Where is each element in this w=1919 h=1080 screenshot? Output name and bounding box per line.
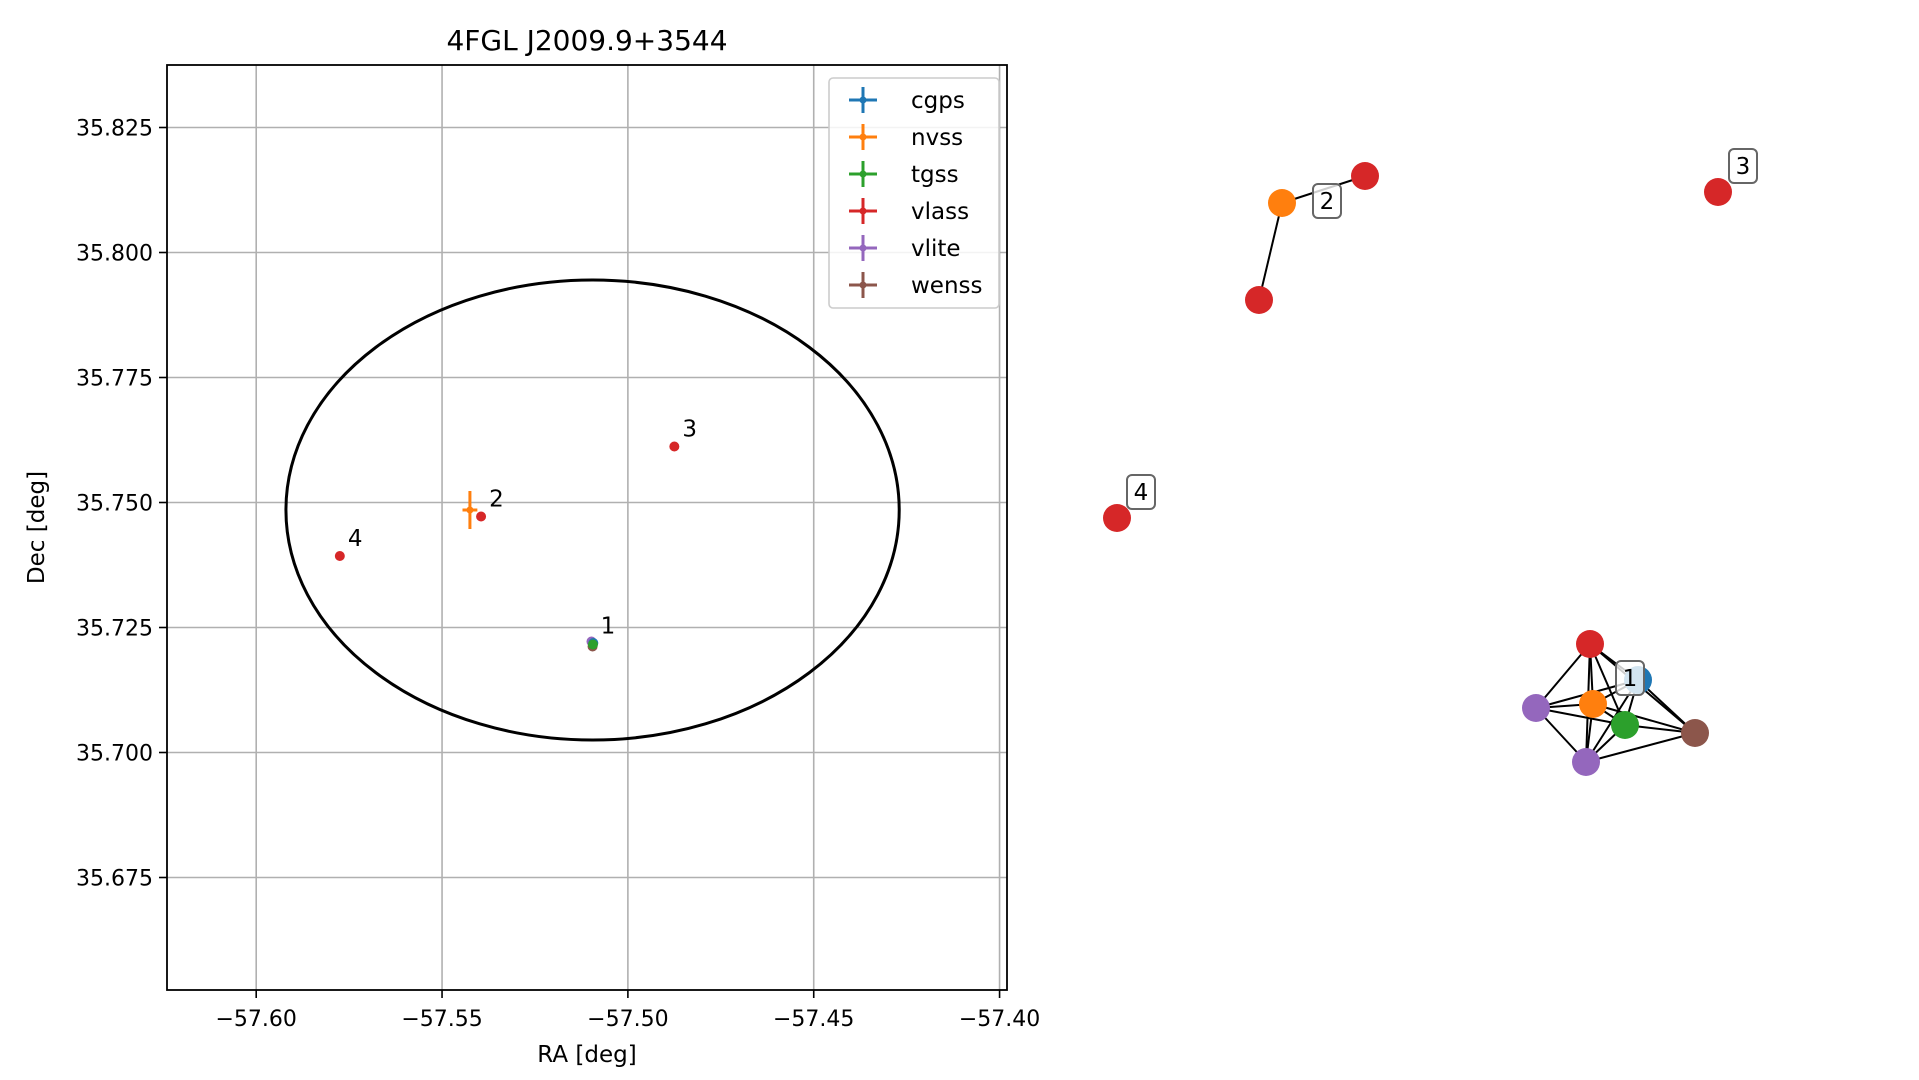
source-label: 2 [489, 487, 504, 513]
legend-label: tgss [911, 162, 959, 188]
ellipse-path [284, 278, 901, 742]
x-tick-label: −57.40 [959, 1007, 1040, 1032]
network-node-vlass [1245, 286, 1273, 314]
network-label-2: 2 [1312, 183, 1342, 219]
y-tick-label: 35.675 [76, 867, 153, 892]
network-label-text: 2 [1320, 189, 1335, 215]
network-label-box [1126, 474, 1156, 510]
y-tick-label: 35.800 [76, 242, 153, 267]
legend-label: wenss [911, 273, 983, 299]
x-tick-label: −57.50 [587, 1007, 668, 1032]
point-tgss [587, 639, 598, 650]
network-node-vlass [1351, 162, 1379, 190]
legend-label: vlite [911, 236, 961, 262]
legend-marker-dot [859, 244, 867, 252]
source-marks [334, 441, 680, 652]
legend-entry-cgps: cgps [849, 87, 965, 114]
network-labels: 1 2 3 4 [1126, 148, 1758, 696]
y-tick-label: 35.725 [76, 617, 153, 642]
network-label-box [1312, 183, 1342, 219]
network-node-wenss [1681, 719, 1709, 747]
network-node-vlite [1572, 748, 1600, 776]
y-tick-label: 35.775 [76, 367, 153, 392]
sky-plot: 1 2 3 4 −57.60 −57.55 −57.50 −57.45 −57.40 35.67… [24, 24, 1040, 1068]
axis-ticks: −57.60 −57.55 −57.50 −57.45 −57.40 35.675 35.7… [76, 117, 1040, 1033]
legend-label: nvss [911, 125, 963, 151]
network-edge [1258, 202, 1283, 301]
source-label: 4 [348, 526, 363, 552]
point-vlass [334, 551, 345, 561]
source-label: 3 [682, 417, 697, 443]
network-node-nvss [1579, 690, 1607, 718]
network-edge [1585, 732, 1696, 763]
legend-marker-dot [859, 207, 867, 215]
x-tick-label: −57.60 [215, 1007, 296, 1032]
network-node-vlass [1103, 504, 1131, 532]
legend-label: cgps [911, 88, 965, 114]
legend-label: vlass [911, 199, 969, 225]
y-tick-label: 35.750 [76, 492, 153, 517]
legend-entry-nvss: nvss [849, 124, 963, 151]
network-label-4: 4 [1126, 474, 1156, 510]
localization-ellipse [284, 278, 901, 742]
legend-marker-dot [859, 170, 867, 178]
network-node-tgss [1611, 711, 1639, 739]
source-labels: 1 2 3 4 [348, 417, 697, 640]
x-tick-label: −57.45 [773, 1007, 854, 1032]
y-tick-label: 35.825 [76, 117, 153, 142]
source-label: 1 [601, 614, 616, 640]
network-node-vlass [1576, 630, 1604, 658]
network-label-text: 4 [1134, 480, 1149, 506]
chart-title: 4FGL J2009.9+3544 [446, 24, 727, 57]
point-vlass [476, 511, 487, 522]
grid [167, 65, 1007, 990]
network-node-nvss [1268, 189, 1296, 217]
network-label-text: 1 [1623, 666, 1638, 692]
network-label-box [1728, 148, 1758, 184]
legend-entry-tgss: tgss [849, 161, 959, 188]
network-edge [1592, 703, 1696, 734]
legend: cgps nvss tgss vlass vlite wenss [828, 77, 1000, 309]
network-label-box [1615, 660, 1645, 696]
network-graph: 1 2 3 4 [1103, 148, 1758, 776]
x-tick-label: −57.55 [401, 1007, 482, 1032]
network-node-vlite [1522, 694, 1550, 722]
plot-frame [166, 64, 1008, 991]
point-vlass [669, 441, 680, 452]
network-edge [1535, 707, 1626, 726]
errorbar-nvss [462, 491, 478, 529]
legend-marker-dot [859, 96, 867, 104]
errorbar-center [466, 506, 474, 514]
y-tick-label: 35.700 [76, 742, 153, 767]
network-label-1: 1 [1615, 660, 1645, 696]
network-label-text: 3 [1736, 154, 1751, 180]
network-label-3: 3 [1728, 148, 1758, 184]
legend-marker-dot [859, 281, 867, 289]
network-node-vlass [1704, 178, 1732, 206]
legend-entry-vlass: vlass [849, 198, 969, 225]
legend-entry-wenss: wenss [849, 272, 983, 299]
network-nodes [1103, 162, 1732, 776]
legend-marker-dot [859, 133, 867, 141]
x-axis-label: RA [deg] [537, 1042, 636, 1068]
y-axis-label: Dec [deg] [24, 471, 50, 584]
legend-entry-vlite: vlite [849, 235, 961, 262]
